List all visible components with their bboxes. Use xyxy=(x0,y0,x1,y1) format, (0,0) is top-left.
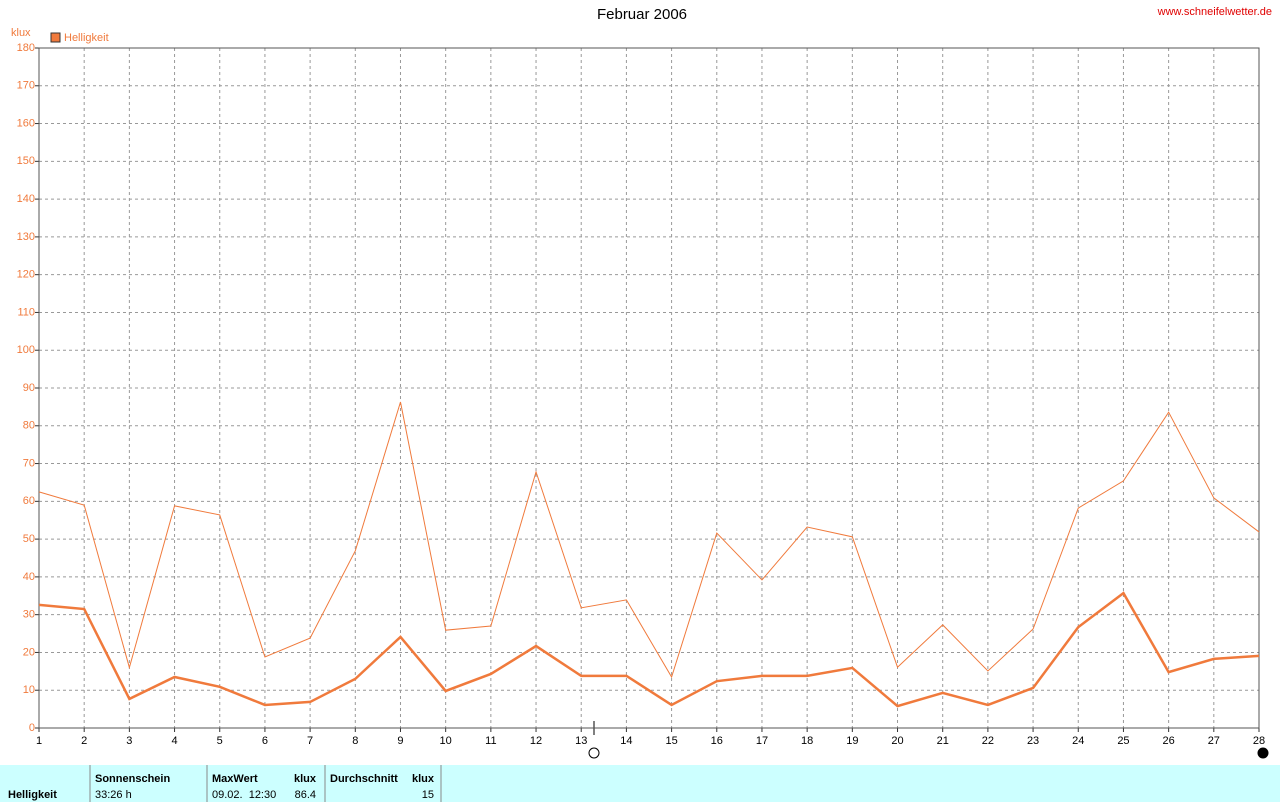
x-tick-label: 14 xyxy=(620,735,632,747)
y-tick-label: 20 xyxy=(23,646,35,658)
table-background xyxy=(0,765,1280,802)
x-tick-label: 6 xyxy=(262,735,268,747)
table-header: MaxWert xyxy=(212,773,258,785)
y-tick-label: 150 xyxy=(17,155,35,167)
x-tick-label: 3 xyxy=(126,735,132,747)
y-tick-label: 160 xyxy=(17,117,35,129)
plot-border xyxy=(38,47,1260,729)
x-tick-label: 27 xyxy=(1208,735,1220,747)
x-tick-label: 12 xyxy=(530,735,542,747)
x-tick-label: 26 xyxy=(1163,735,1175,747)
table-row-label: Helligkeit xyxy=(8,789,57,801)
y-tick-label: 40 xyxy=(23,571,35,583)
legend-label: Helligkeit xyxy=(64,32,109,44)
y-axis-label: klux xyxy=(11,27,31,39)
x-tick-label: 25 xyxy=(1117,735,1129,747)
y-tick-label: 100 xyxy=(17,344,35,356)
x-tick-label: 10 xyxy=(440,735,452,747)
y-tick-label: 30 xyxy=(23,609,35,621)
legend-swatch xyxy=(50,32,61,43)
x-tick-label: 8 xyxy=(352,735,358,747)
y-tick-label: 0 xyxy=(29,722,35,734)
y-tick-label: 170 xyxy=(17,80,35,92)
x-tick-label: 23 xyxy=(1027,735,1039,747)
x-tick-label: 13 xyxy=(575,735,587,747)
x-tick-label: 5 xyxy=(217,735,223,747)
x-tick-label: 21 xyxy=(937,735,949,747)
x-tick-label: 17 xyxy=(756,735,768,747)
x-tick-label: 11 xyxy=(485,735,496,747)
y-tick-label: 70 xyxy=(23,457,35,469)
x-tick-label: 2 xyxy=(81,735,87,747)
x-tick-label: 15 xyxy=(665,735,677,747)
table-header: klux xyxy=(294,773,317,785)
table-separators xyxy=(89,765,442,802)
y-tick-label: 120 xyxy=(17,269,35,281)
table-value: 86.4 xyxy=(295,789,316,801)
table-value: 33:26 h xyxy=(95,789,132,801)
full-moon-icon xyxy=(588,747,600,759)
y-tick-label: 10 xyxy=(23,684,35,696)
x-tick-label: 28 xyxy=(1253,735,1265,747)
table-header: Sonnenschein xyxy=(95,773,170,785)
x-tick-label: 9 xyxy=(397,735,403,747)
table-header: Durchschnitt xyxy=(330,773,398,785)
y-tick-label: 140 xyxy=(17,193,35,205)
table-value: 15 xyxy=(422,789,434,801)
y-tick-label: 90 xyxy=(23,382,35,394)
series-line xyxy=(38,401,1260,679)
table-header: klux xyxy=(412,773,435,785)
x-tick-label: 7 xyxy=(307,735,313,747)
x-tick-label: 16 xyxy=(711,735,723,747)
y-tick-label: 60 xyxy=(23,495,35,507)
x-tick-label: 4 xyxy=(171,735,177,747)
series-line xyxy=(38,591,1260,708)
source: www.schneifelwetter.de xyxy=(1157,6,1272,18)
table-value: 09.02. 12:30 xyxy=(212,789,276,801)
x-tick-label: 22 xyxy=(982,735,994,747)
y-tick-label: 50 xyxy=(23,533,35,545)
x-tick-label: 20 xyxy=(891,735,903,747)
x-tick-label: 18 xyxy=(801,735,813,747)
y-tick-label: 110 xyxy=(17,306,35,318)
x-tick-label: 1 xyxy=(36,735,42,747)
x-tick-label: 19 xyxy=(846,735,858,747)
y-tick-label: 80 xyxy=(23,420,35,432)
new-moon-icon xyxy=(1257,747,1269,759)
y-tick-label: 130 xyxy=(17,231,35,243)
x-tick-label: 24 xyxy=(1072,735,1084,747)
chart-title: Februar 2006 xyxy=(597,6,687,23)
y-tick-label: 180 xyxy=(17,42,35,54)
